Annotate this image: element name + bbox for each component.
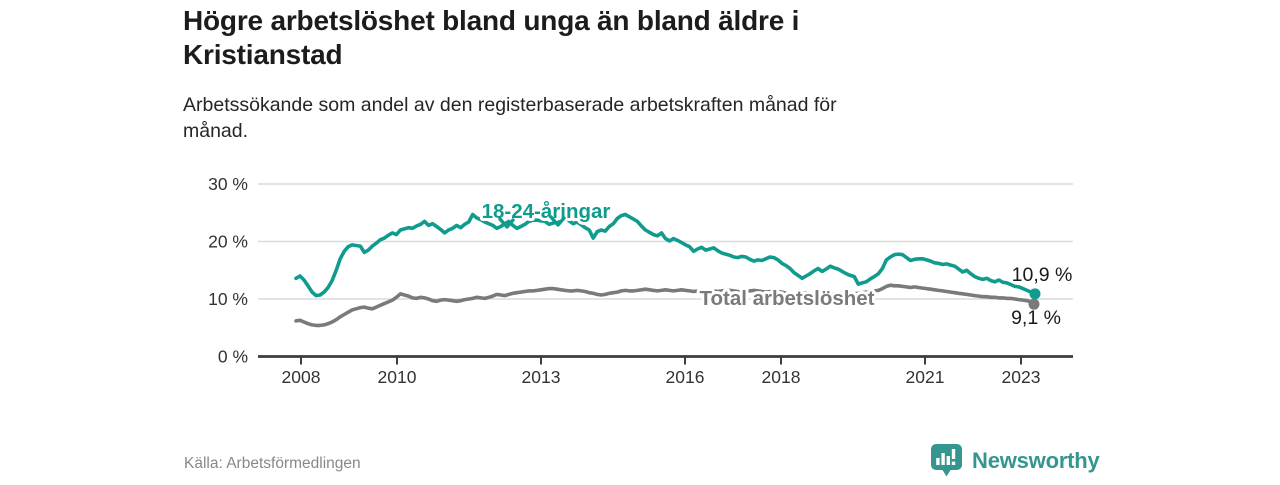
subtitle-line-1: Arbetssökande som andel av den registerb… bbox=[183, 93, 837, 116]
title-line-1: Högre arbetslöshet bland unga än bland ä… bbox=[183, 5, 800, 36]
newsworthy-brand[interactable]: Newsworthy bbox=[930, 443, 1100, 478]
y-axis-label-0: 0 % bbox=[218, 347, 248, 367]
brand-name: Newsworthy bbox=[972, 447, 1100, 473]
label-arrow-icon bbox=[498, 217, 515, 229]
youth-end-value-label: 10,9 % bbox=[1012, 264, 1073, 286]
subtitle-line-2: månad. bbox=[183, 119, 249, 142]
page-title: Högre arbetslöshet bland unga än bland ä… bbox=[183, 4, 1083, 73]
chart-header: Högre arbetslöshet bland unga än bland ä… bbox=[183, 4, 1083, 145]
total-end-value-label: 9,1 % bbox=[1011, 307, 1061, 329]
label-arrow-icon bbox=[549, 215, 566, 227]
y-axis-label-10: 10 % bbox=[208, 289, 248, 309]
x-axis-label-2021: 2021 bbox=[906, 367, 945, 387]
x-axis-label-2016: 2016 bbox=[666, 367, 705, 387]
youth-series-line bbox=[294, 212, 1037, 298]
x-axis-label-2023: 2023 bbox=[1002, 367, 1041, 387]
bar-chart-speech-bubble-icon bbox=[931, 444, 962, 477]
title-line-2: Kristianstad bbox=[183, 39, 343, 71]
x-axis-label-2010: 2010 bbox=[378, 367, 417, 387]
y-axis-label-30: 30 % bbox=[208, 174, 248, 194]
y-axis-label-20: 20 % bbox=[208, 232, 248, 252]
total-series-label: Total arbetslöshet bbox=[699, 287, 874, 310]
total-series-line bbox=[294, 283, 1037, 328]
x-axis-label-2018: 2018 bbox=[762, 367, 801, 387]
x-axis-label-2013: 2013 bbox=[522, 367, 561, 387]
youth-endpoint-dot bbox=[1029, 288, 1041, 300]
source-credit: Källa: Arbetsförmedlingen bbox=[184, 455, 361, 472]
chart-subtitle: Arbetssökande som andel av den registerb… bbox=[183, 93, 1083, 145]
total-endpoint-dot bbox=[1028, 298, 1040, 310]
x-axis-label-2008: 2008 bbox=[282, 367, 321, 387]
